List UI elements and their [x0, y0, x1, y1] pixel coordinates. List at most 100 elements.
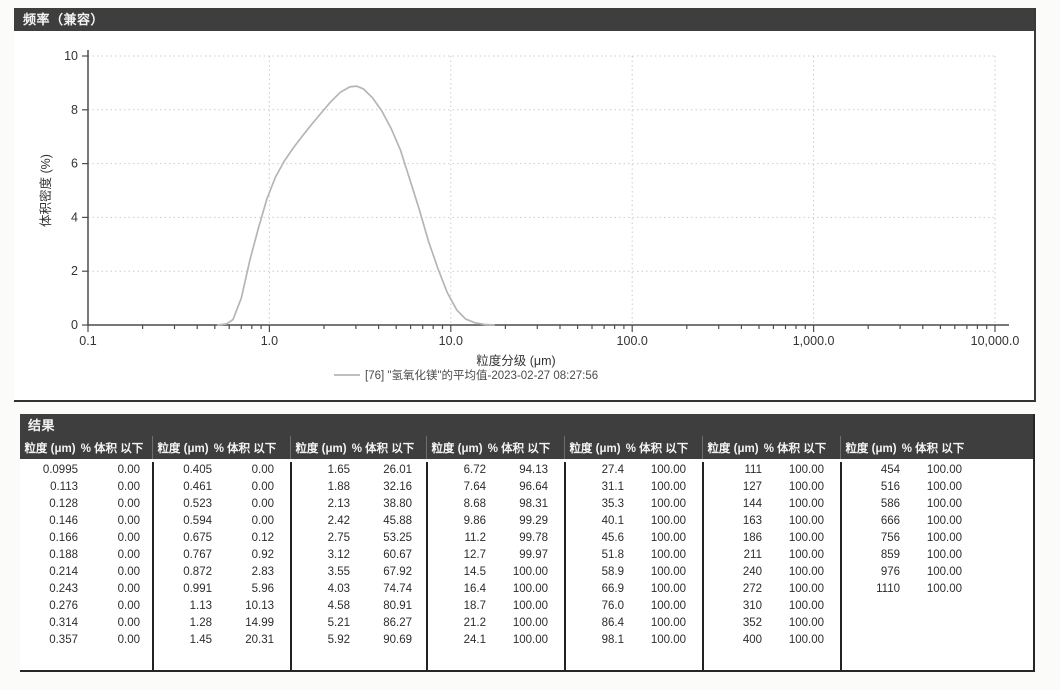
volume-below-value: 38.80 — [383, 498, 412, 510]
column-header-group: 粒度 (μm) % 体积 以下 — [20, 436, 152, 459]
chart-legend: [76] "氢氧化镁"的平均值-2023-02-27 08:27:56 — [334, 368, 598, 382]
table-row: 12.7 99.97 — [428, 547, 564, 564]
table-row: 586 100.00 — [842, 496, 1033, 513]
volume-below-value: 100.00 — [788, 583, 824, 595]
size-column-header: 粒度 (μm) — [157, 442, 209, 455]
x-tick-label: 1,000.0 — [793, 334, 835, 348]
size-value: 0.276 — [49, 600, 78, 612]
y-tick-label: 2 — [71, 264, 78, 278]
table-row: 40.1 100.00 — [566, 513, 702, 530]
volume-below-value: 100.00 — [650, 566, 686, 578]
volume-below-value: 100.00 — [650, 515, 686, 527]
table-row: 0.0995 0.00 — [20, 462, 152, 479]
volume-below-value: 2.83 — [251, 566, 274, 578]
size-value: 1.88 — [327, 481, 350, 493]
table-row: 0.405 0.00 — [154, 462, 290, 479]
x-tick-label: 1.0 — [261, 334, 278, 348]
volume-below-value: 100.00 — [926, 481, 962, 493]
size-value: 45.6 — [601, 532, 624, 544]
volume-below-value: 0.00 — [117, 549, 140, 561]
result-column-group: 1.65 26.01 1.88 32.16 2.13 38.80 2.42 45.88 2.75… — [290, 462, 426, 670]
volume-below-value: 0.00 — [251, 515, 274, 527]
y-tick-label: 0 — [71, 318, 78, 332]
frequency-panel-title: 频率（兼容） — [23, 12, 105, 27]
volume-below-value: 0.00 — [117, 566, 140, 578]
table-row: 35.3 100.00 — [566, 496, 702, 513]
size-column-header: 粒度 (μm) — [707, 442, 759, 455]
table-row: 756 100.00 — [842, 530, 1033, 547]
volume-below-column-header: % 体积 以下 — [80, 442, 144, 455]
size-value: 5.92 — [327, 634, 350, 646]
volume-below-value: 14.99 — [245, 617, 274, 629]
table-row: 163 100.00 — [704, 513, 840, 530]
size-column-header: 粒度 (μm) — [569, 442, 621, 455]
table-row: 0.214 0.00 — [20, 564, 152, 581]
x-tick-label: 100.0 — [617, 334, 648, 348]
size-value: 859 — [880, 549, 900, 561]
size-value: 0.188 — [49, 549, 78, 561]
volume-below-value: 100.00 — [788, 634, 824, 646]
volume-below-value: 100.00 — [512, 617, 548, 629]
result-column-group: 27.4 100.00 31.1 100.00 35.3 100.00 40.1 100.00… — [564, 462, 702, 670]
results-panel-header: 结果 粒度 (μm)% 体积 以下 粒度 (μm)% 体积 以下 粒度 (μm)% … — [20, 414, 1033, 459]
size-column-header: 粒度 (μm) — [295, 442, 347, 455]
volume-below-value: 0.00 — [117, 464, 140, 476]
table-row: 1.28 14.99 — [154, 615, 290, 632]
table-row: 0.594 0.00 — [154, 513, 290, 530]
size-value: 8.68 — [463, 498, 486, 510]
volume-below-column-header: % 体积 以下 — [487, 442, 551, 455]
size-value: 3.12 — [327, 549, 350, 561]
table-row: 2.42 45.88 — [292, 513, 426, 530]
table-row: 27.4 100.00 — [566, 462, 702, 479]
table-row: 0.991 5.96 — [154, 581, 290, 598]
table-row: 86.4 100.00 — [566, 615, 702, 632]
volume-below-value: 100.00 — [788, 481, 824, 493]
volume-below-value: 100.00 — [650, 481, 686, 493]
volume-below-value: 0.00 — [117, 515, 140, 527]
results-panel: 结果 粒度 (μm)% 体积 以下 粒度 (μm)% 体积 以下 粒度 (μm)% … — [20, 414, 1035, 672]
table-row: 111 100.00 — [704, 462, 840, 479]
size-value: 11.2 — [464, 532, 486, 544]
table-row: 0.872 2.83 — [154, 564, 290, 581]
column-header-group: 粒度 (μm) % 体积 以下 — [702, 436, 840, 459]
size-value: 211 — [743, 549, 762, 561]
table-row: 272 100.00 — [704, 581, 840, 598]
size-value: 976 — [880, 566, 900, 578]
volume-below-value: 0.00 — [117, 617, 140, 629]
size-value: 4.03 — [327, 583, 350, 595]
volume-below-column-header: % 体积 以下 — [625, 442, 689, 455]
table-row: 454 100.00 — [842, 462, 1033, 479]
volume-below-value: 100.00 — [788, 515, 824, 527]
size-value: 0.0995 — [42, 464, 78, 476]
y-tick-label: 4 — [71, 210, 78, 224]
y-tick-label: 8 — [71, 103, 78, 117]
result-column-group: 0.0995 0.00 0.113 0.00 0.128 0.00 0.146 0.00 0.1… — [20, 462, 152, 670]
table-row: 58.9 100.00 — [566, 564, 702, 581]
size-value: 0.146 — [49, 515, 78, 527]
volume-below-value: 100.00 — [926, 515, 962, 527]
table-row: 1.65 26.01 — [292, 462, 426, 479]
volume-below-value: 94.13 — [519, 464, 548, 476]
table-row: 240 100.00 — [704, 564, 840, 581]
table-row: 211 100.00 — [704, 547, 840, 564]
size-value: 0.461 — [183, 481, 212, 493]
table-row: 127 100.00 — [704, 479, 840, 496]
volume-below-value: 67.92 — [383, 566, 412, 578]
volume-below-value: 100.00 — [512, 583, 548, 595]
frequency-panel: 频率（兼容） 0.1 1.0 10.0 100.0 1,000.0 10,000.0 0 2 4… — [14, 8, 1036, 402]
table-row: 666 100.00 — [842, 513, 1033, 530]
size-value: 0.357 — [49, 634, 78, 646]
size-value: 27.4 — [601, 464, 624, 476]
volume-below-value: 20.31 — [245, 634, 274, 646]
volume-below-value: 100.00 — [512, 634, 548, 646]
table-row: 516 100.00 — [842, 479, 1033, 496]
volume-below-value: 100.00 — [926, 498, 962, 510]
size-value: 86.4 — [601, 617, 624, 629]
volume-below-value: 74.74 — [383, 583, 412, 595]
table-row: 51.8 100.00 — [566, 547, 702, 564]
axes — [87, 50, 1009, 326]
column-header-group: 粒度 (μm) % 体积 以下 — [840, 436, 1033, 459]
volume-below-value: 100.00 — [650, 498, 686, 510]
table-row: 16.4 100.00 — [428, 581, 564, 598]
size-value: 58.9 — [601, 566, 624, 578]
